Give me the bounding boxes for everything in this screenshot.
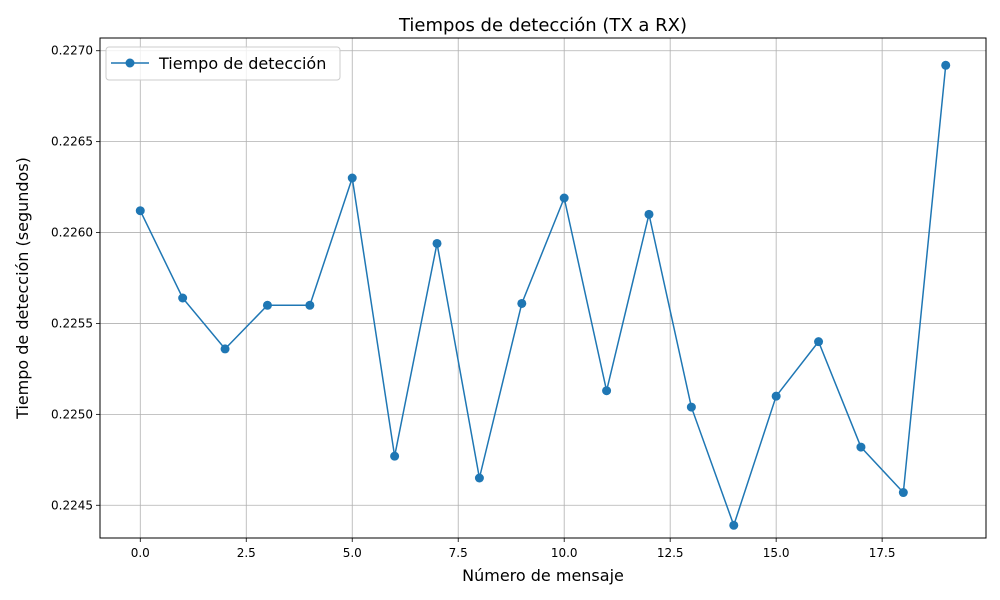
x-tick-label: 12.5 <box>657 546 684 560</box>
data-point <box>814 337 824 347</box>
data-point <box>771 391 781 401</box>
chart-title: Tiempos de detección (TX a RX) <box>398 15 687 36</box>
grid-lines <box>100 38 986 538</box>
y-axis-label: Tiempo de detección (segundos) <box>13 157 32 420</box>
y-tick-label: 0.2255 <box>51 316 93 330</box>
data-point <box>644 209 654 219</box>
data-point <box>856 442 866 452</box>
y-tick-label: 0.2270 <box>51 44 93 58</box>
x-axis-label: Número de mensaje <box>462 566 624 585</box>
data-point <box>220 344 230 354</box>
x-tick-label: 5.0 <box>343 546 362 560</box>
data-point <box>135 206 145 216</box>
x-tick-label: 10.0 <box>551 546 578 560</box>
y-tick-label: 0.2265 <box>51 135 93 149</box>
x-axis-ticks: 0.0 2.5 5.0 7.5 10.0 12.5 15.0 17.5 <box>131 538 896 560</box>
y-axis-ticks: 0.2245 0.2250 0.2255 0.2260 0.2265 0.2270 <box>51 44 100 512</box>
data-point <box>729 520 739 530</box>
data-point <box>347 173 357 183</box>
data-point <box>178 293 188 303</box>
legend-marker-swatch <box>125 58 135 68</box>
y-tick-label: 0.2250 <box>51 407 93 421</box>
y-tick-label: 0.2245 <box>51 498 93 512</box>
series-group <box>135 60 951 530</box>
legend: Tiempo de detección <box>105 46 341 81</box>
legend-box <box>105 46 341 81</box>
x-tick-label: 7.5 <box>449 546 468 560</box>
x-tick-label: 2.5 <box>237 546 256 560</box>
data-point <box>559 193 569 203</box>
x-tick-label: 0.0 <box>131 546 150 560</box>
data-point <box>432 238 442 248</box>
data-point <box>898 488 908 498</box>
data-point <box>602 386 612 396</box>
data-point <box>941 60 951 70</box>
data-point <box>517 298 527 308</box>
x-tick-label: 15.0 <box>763 546 790 560</box>
y-tick-label: 0.2260 <box>51 226 93 240</box>
data-point <box>305 300 315 310</box>
data-point <box>686 402 696 412</box>
plot-area-frame <box>99 37 987 539</box>
data-point <box>390 451 400 461</box>
x-tick-label: 17.5 <box>869 546 896 560</box>
series-line <box>139 65 947 528</box>
legend-label: Tiempo de detección <box>158 54 326 73</box>
data-point <box>474 473 484 483</box>
data-point <box>262 300 272 310</box>
